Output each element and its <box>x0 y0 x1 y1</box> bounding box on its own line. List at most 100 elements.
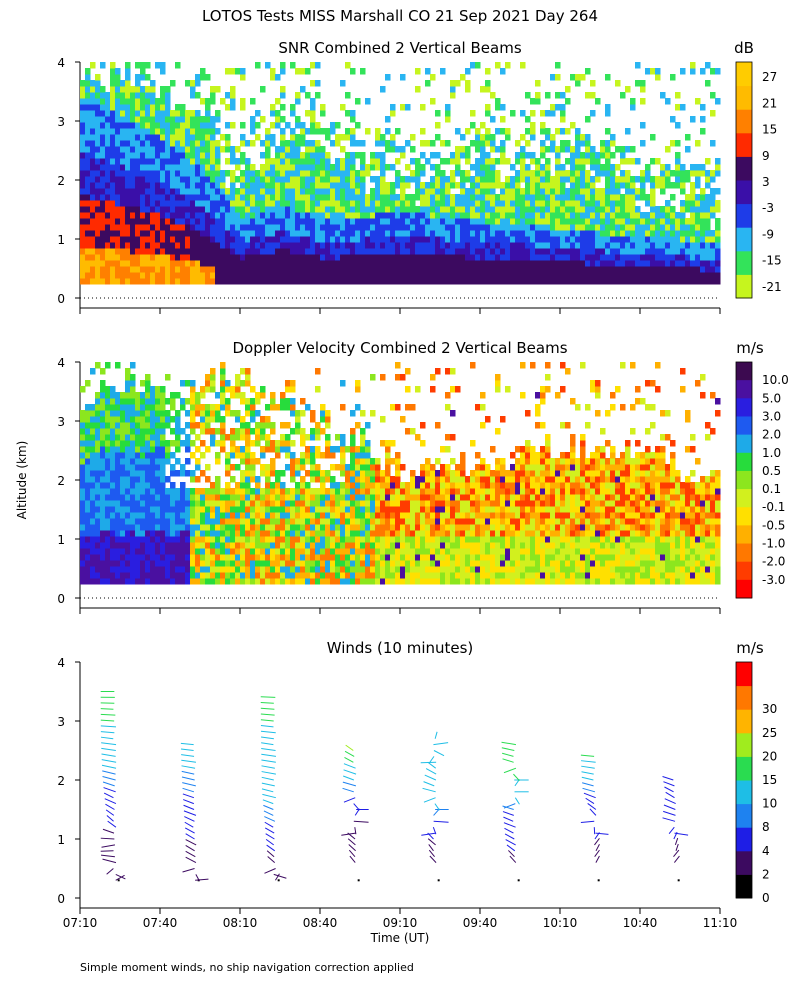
doppler-cell <box>175 428 181 435</box>
snr-cell <box>265 62 271 69</box>
doppler-cell <box>315 452 321 459</box>
snr-cell <box>525 152 531 159</box>
doppler-cell <box>130 458 136 465</box>
doppler-cell <box>330 506 336 513</box>
snr-cell <box>190 122 196 129</box>
doppler-cell <box>110 548 116 555</box>
snr-cell <box>90 62 96 69</box>
doppler-cell <box>195 464 201 471</box>
doppler-cell <box>300 482 306 489</box>
doppler-cell <box>80 416 86 423</box>
snr-cell <box>710 140 716 147</box>
doppler-cell <box>245 410 251 417</box>
snr-cell <box>290 224 296 231</box>
doppler-cell <box>245 446 251 453</box>
doppler-cell <box>100 464 106 471</box>
doppler-cell <box>140 416 146 423</box>
doppler-cell <box>170 512 176 519</box>
snr-cell <box>295 266 301 273</box>
snr-cell <box>590 182 596 189</box>
snr-cell <box>385 272 391 279</box>
doppler-cell <box>140 434 146 441</box>
snr-cell <box>300 176 306 183</box>
doppler-cell <box>315 422 321 429</box>
snr-cell <box>180 260 186 267</box>
doppler-cell <box>140 494 146 501</box>
doppler-cell <box>190 380 196 387</box>
colorbar-swatch <box>736 398 752 417</box>
colorbar-label: 0.1 <box>762 482 781 496</box>
snr-cell <box>595 98 601 105</box>
snr-cell <box>650 176 656 183</box>
snr-cell <box>225 272 231 279</box>
doppler-cell <box>340 458 346 465</box>
snr-cell <box>490 182 496 189</box>
snr-cell <box>475 200 481 207</box>
doppler-cell <box>85 452 91 459</box>
doppler-cell <box>140 572 146 579</box>
doppler-cell <box>190 428 196 435</box>
doppler-cell <box>300 428 306 435</box>
snr-cell <box>530 242 536 249</box>
snr-cell <box>275 98 281 105</box>
snr-cell <box>290 110 296 117</box>
snr-cell <box>85 230 91 237</box>
snr-cell <box>160 158 166 165</box>
snr-cell <box>660 266 666 273</box>
snr-cell <box>105 254 111 261</box>
snr-cell <box>355 260 361 267</box>
snr-cell <box>590 218 596 225</box>
doppler-cell <box>100 500 106 507</box>
snr-cell <box>690 182 696 189</box>
snr-cell <box>85 98 91 105</box>
snr-cell <box>415 164 421 171</box>
snr-cell <box>105 230 111 237</box>
doppler-cell <box>240 530 246 537</box>
snr-cell <box>365 278 371 285</box>
snr-cell <box>525 224 531 231</box>
doppler-cell <box>125 476 131 483</box>
doppler-cell <box>205 428 211 435</box>
snr-cell <box>185 266 191 273</box>
snr-cell <box>405 176 411 183</box>
snr-cell <box>355 230 361 237</box>
snr-cell <box>80 176 86 183</box>
doppler-cell <box>220 566 226 573</box>
doppler-cell <box>245 518 251 525</box>
doppler-cell <box>290 386 296 393</box>
doppler-cell <box>270 422 276 429</box>
snr-cell <box>195 242 201 249</box>
snr-cell <box>305 68 311 75</box>
doppler-cell <box>130 446 136 453</box>
snr-cell <box>115 74 121 81</box>
snr-cell <box>625 188 631 195</box>
snr-cell <box>145 248 151 255</box>
snr-cell <box>435 164 441 171</box>
snr-cell <box>700 104 706 111</box>
snr-cell <box>120 254 126 261</box>
doppler-cell <box>225 494 231 501</box>
snr-cell <box>375 260 381 267</box>
doppler-cell <box>250 512 256 519</box>
snr-cell <box>205 236 211 243</box>
snr-cell <box>600 188 606 195</box>
snr-cell <box>240 194 246 201</box>
snr-cell <box>550 254 556 261</box>
doppler-cell <box>150 578 156 585</box>
snr-cell <box>105 260 111 267</box>
snr-cell <box>120 152 126 159</box>
snr-cell <box>545 164 551 171</box>
snr-cell <box>240 122 246 129</box>
snr-cell <box>110 158 116 165</box>
doppler-cell <box>95 536 101 543</box>
doppler-cell <box>95 512 101 519</box>
snr-cell <box>620 206 626 213</box>
snr-cell <box>380 278 386 285</box>
doppler-cell <box>250 524 256 531</box>
snr-cell <box>570 176 576 183</box>
snr-cell <box>430 188 436 195</box>
snr-cell <box>280 158 286 165</box>
doppler-cell <box>220 518 226 525</box>
snr-cell <box>275 152 281 159</box>
doppler-cell <box>145 410 151 417</box>
